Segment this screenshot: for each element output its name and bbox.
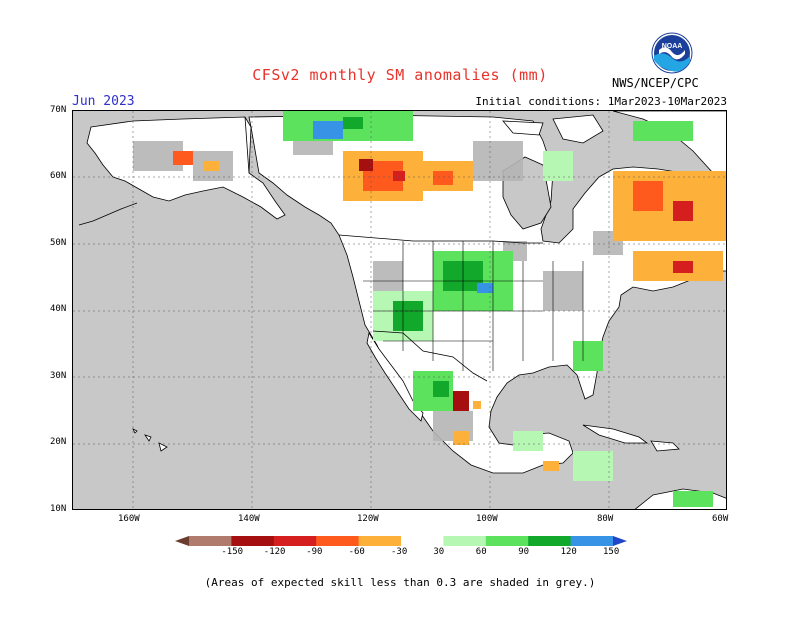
lon-label-60w: 60W <box>712 514 729 524</box>
colorbar-segment <box>528 536 572 546</box>
initial-conditions: Initial conditions: 1Mar2023-10Mar2023 <box>475 95 727 108</box>
colorbar-tick-label: 30 <box>433 547 445 557</box>
colorbar-tick-label: -30 <box>391 547 408 557</box>
forecast-month: Jun 2023 <box>72 94 135 109</box>
low-skill-areas <box>133 131 623 441</box>
colorbar-tick-label: -90 <box>306 547 323 557</box>
lat-label-40n: 40N <box>50 304 67 314</box>
lat-label-60n: 60N <box>50 171 67 181</box>
colorbar-segment <box>570 536 614 546</box>
landmass-cuba <box>582 424 649 444</box>
colorbar-tick-label: 120 <box>560 547 577 557</box>
colorbar-segment <box>231 536 275 546</box>
colorbar-tick-label: 60 <box>475 547 487 557</box>
colorbar-segment <box>189 536 232 546</box>
lon-label-80w: 80W <box>597 514 614 524</box>
agency-label: NWS/NCEP/CPC <box>612 76 699 90</box>
aleutian-islands <box>78 202 138 226</box>
map-title: CFSv2 monthly SM anomalies (mm) <box>252 66 548 84</box>
lat-label-50n: 50N <box>50 238 67 248</box>
colorbar-segment <box>273 536 317 546</box>
lon-label-100w: 100W <box>476 514 498 524</box>
colorbar-tick-label: -60 <box>348 547 365 557</box>
colorbar-tick-label: 90 <box>518 547 530 557</box>
colorbar-segment <box>401 536 444 546</box>
dry-anomaly-cells <box>173 151 726 471</box>
landmass-hispaniola <box>650 440 680 452</box>
map-panel <box>72 110 727 510</box>
noaa-logo: NOAA <box>651 32 693 74</box>
lat-label-20n: 20N <box>50 437 67 447</box>
map-canvas <box>73 111 726 509</box>
lat-label-70n: 70N <box>50 105 67 115</box>
colorbar <box>175 536 627 546</box>
colorbar-max-arrow <box>613 536 627 546</box>
lon-label-120w: 120W <box>357 514 379 524</box>
colorbar-segment <box>358 536 402 546</box>
colorbar-segment <box>316 536 360 546</box>
noaa-logo-text: NOAA <box>662 43 683 50</box>
colorbar-tick-label: -120 <box>263 547 286 557</box>
colorbar-min-arrow <box>175 536 189 546</box>
arctic-islands <box>502 114 604 144</box>
lon-label-140w: 140W <box>238 514 260 524</box>
skill-footnote: (Areas of expected skill less than 0.3 a… <box>204 576 596 589</box>
hawaii-islands <box>132 428 168 452</box>
colorbar-tick-label: 150 <box>603 547 620 557</box>
lat-label-10n: 10N <box>50 504 67 514</box>
colorbar-segment <box>443 536 487 546</box>
lon-label-160w: 160W <box>118 514 140 524</box>
colorbar-tick-label: -150 <box>221 547 244 557</box>
colorbar-segment <box>485 536 529 546</box>
graticule-lines <box>73 111 726 509</box>
lat-label-30n: 30N <box>50 371 67 381</box>
